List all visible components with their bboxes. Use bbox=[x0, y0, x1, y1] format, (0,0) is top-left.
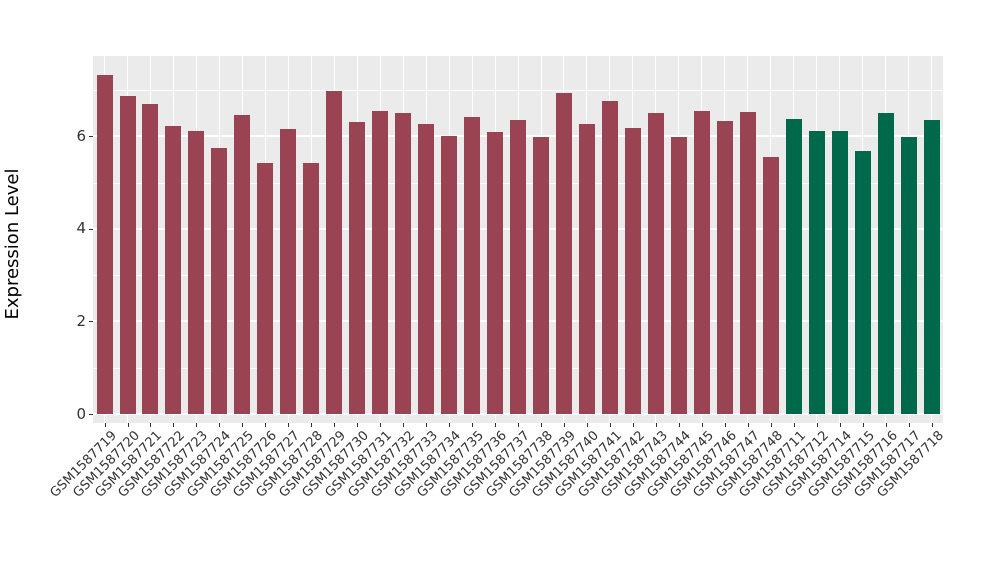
bar-GSM1587717 bbox=[900, 137, 917, 414]
x-tick-mark bbox=[678, 423, 680, 427]
x-tick-mark bbox=[724, 423, 726, 427]
bar-GSM1587731 bbox=[372, 110, 389, 414]
x-tick-mark bbox=[334, 423, 336, 427]
y-tick-mark bbox=[89, 136, 93, 138]
bar-GSM1587726 bbox=[257, 162, 274, 414]
x-tick-mark bbox=[426, 423, 428, 427]
x-tick-mark bbox=[150, 423, 152, 427]
x-tick-mark bbox=[908, 423, 910, 427]
bar-GSM1587722 bbox=[165, 126, 182, 414]
x-tick-mark bbox=[541, 423, 542, 427]
x-tick-mark bbox=[701, 423, 703, 427]
y-tick-label: 2 bbox=[76, 311, 86, 330]
x-tick-mark bbox=[632, 423, 634, 427]
x-tick-mark bbox=[173, 423, 175, 427]
bar-GSM1587723 bbox=[188, 131, 205, 414]
x-tick-mark bbox=[609, 423, 611, 427]
bar-GSM1587728 bbox=[303, 162, 320, 414]
bar-GSM1587745 bbox=[693, 110, 710, 414]
bar-GSM1587734 bbox=[441, 136, 458, 414]
x-tick-mark bbox=[747, 423, 749, 427]
x-tick-mark bbox=[449, 423, 451, 427]
bar-GSM1587738 bbox=[533, 137, 549, 414]
bar-GSM1587733 bbox=[418, 124, 435, 414]
x-tick-mark bbox=[265, 423, 267, 427]
bar-GSM1587715 bbox=[854, 151, 871, 414]
x-tick-mark bbox=[770, 423, 772, 427]
bar-GSM1587711 bbox=[785, 119, 802, 414]
x-tick-mark bbox=[885, 423, 887, 427]
x-tick-mark bbox=[655, 423, 657, 427]
bar-GSM1587730 bbox=[349, 121, 366, 414]
bar-GSM1587721 bbox=[142, 104, 159, 414]
x-tick-mark bbox=[586, 423, 588, 427]
bar-GSM1587740 bbox=[578, 124, 595, 414]
bar-GSM1587736 bbox=[487, 132, 503, 414]
bar-GSM1587748 bbox=[762, 157, 779, 414]
bar-GSM1587718 bbox=[923, 119, 940, 414]
x-tick-mark bbox=[862, 423, 864, 427]
x-tick-mark bbox=[839, 423, 841, 427]
y-tick-mark bbox=[89, 414, 93, 415]
bar-GSM1587732 bbox=[395, 113, 412, 414]
x-tick-mark bbox=[288, 423, 290, 427]
bar-GSM1587719 bbox=[96, 74, 113, 414]
bar-GSM1587712 bbox=[808, 130, 825, 414]
x-tick-mark bbox=[127, 423, 129, 427]
y-tick-mark bbox=[89, 321, 93, 323]
bar-GSM1587743 bbox=[647, 113, 664, 414]
bar-GSM1587716 bbox=[877, 113, 894, 414]
bar-GSM1587747 bbox=[739, 112, 756, 414]
x-tick-mark bbox=[380, 423, 382, 427]
bar-GSM1587714 bbox=[831, 131, 848, 414]
bar-GSM1587729 bbox=[326, 91, 343, 414]
bar-GSM1587720 bbox=[119, 95, 136, 414]
x-tick-mark bbox=[563, 423, 565, 427]
bar-GSM1587746 bbox=[716, 120, 733, 414]
bar-GSM1587739 bbox=[555, 92, 572, 414]
bar-GSM1587727 bbox=[280, 128, 297, 414]
x-tick-mark bbox=[403, 423, 405, 427]
x-tick-mark bbox=[472, 423, 474, 427]
x-tick-mark bbox=[495, 423, 496, 427]
x-tick-mark bbox=[311, 423, 313, 427]
x-tick-mark bbox=[219, 423, 221, 427]
y-axis-title: Expression Level bbox=[2, 168, 23, 320]
y-tick-label: 6 bbox=[76, 126, 86, 145]
x-tick-mark bbox=[242, 423, 244, 427]
bar-GSM1587735 bbox=[464, 116, 481, 414]
x-tick-mark bbox=[196, 423, 198, 427]
bar-GSM1587742 bbox=[624, 127, 641, 414]
bar-GSM1587741 bbox=[601, 101, 618, 414]
y-tick-mark bbox=[89, 228, 93, 230]
bar-GSM1587737 bbox=[510, 119, 526, 414]
bar-GSM1587725 bbox=[234, 115, 251, 414]
bar-GSM1587724 bbox=[211, 148, 228, 414]
x-tick-mark bbox=[104, 423, 106, 427]
bar-GSM1587744 bbox=[670, 137, 687, 414]
x-tick-mark bbox=[793, 423, 795, 427]
plot-panel bbox=[93, 56, 943, 423]
x-tick-mark bbox=[816, 423, 818, 427]
y-tick-label: 4 bbox=[76, 219, 86, 238]
x-tick-mark bbox=[357, 423, 359, 427]
x-tick-mark bbox=[518, 423, 519, 427]
x-tick-mark bbox=[931, 423, 933, 427]
y-tick-label: 0 bbox=[76, 404, 86, 423]
